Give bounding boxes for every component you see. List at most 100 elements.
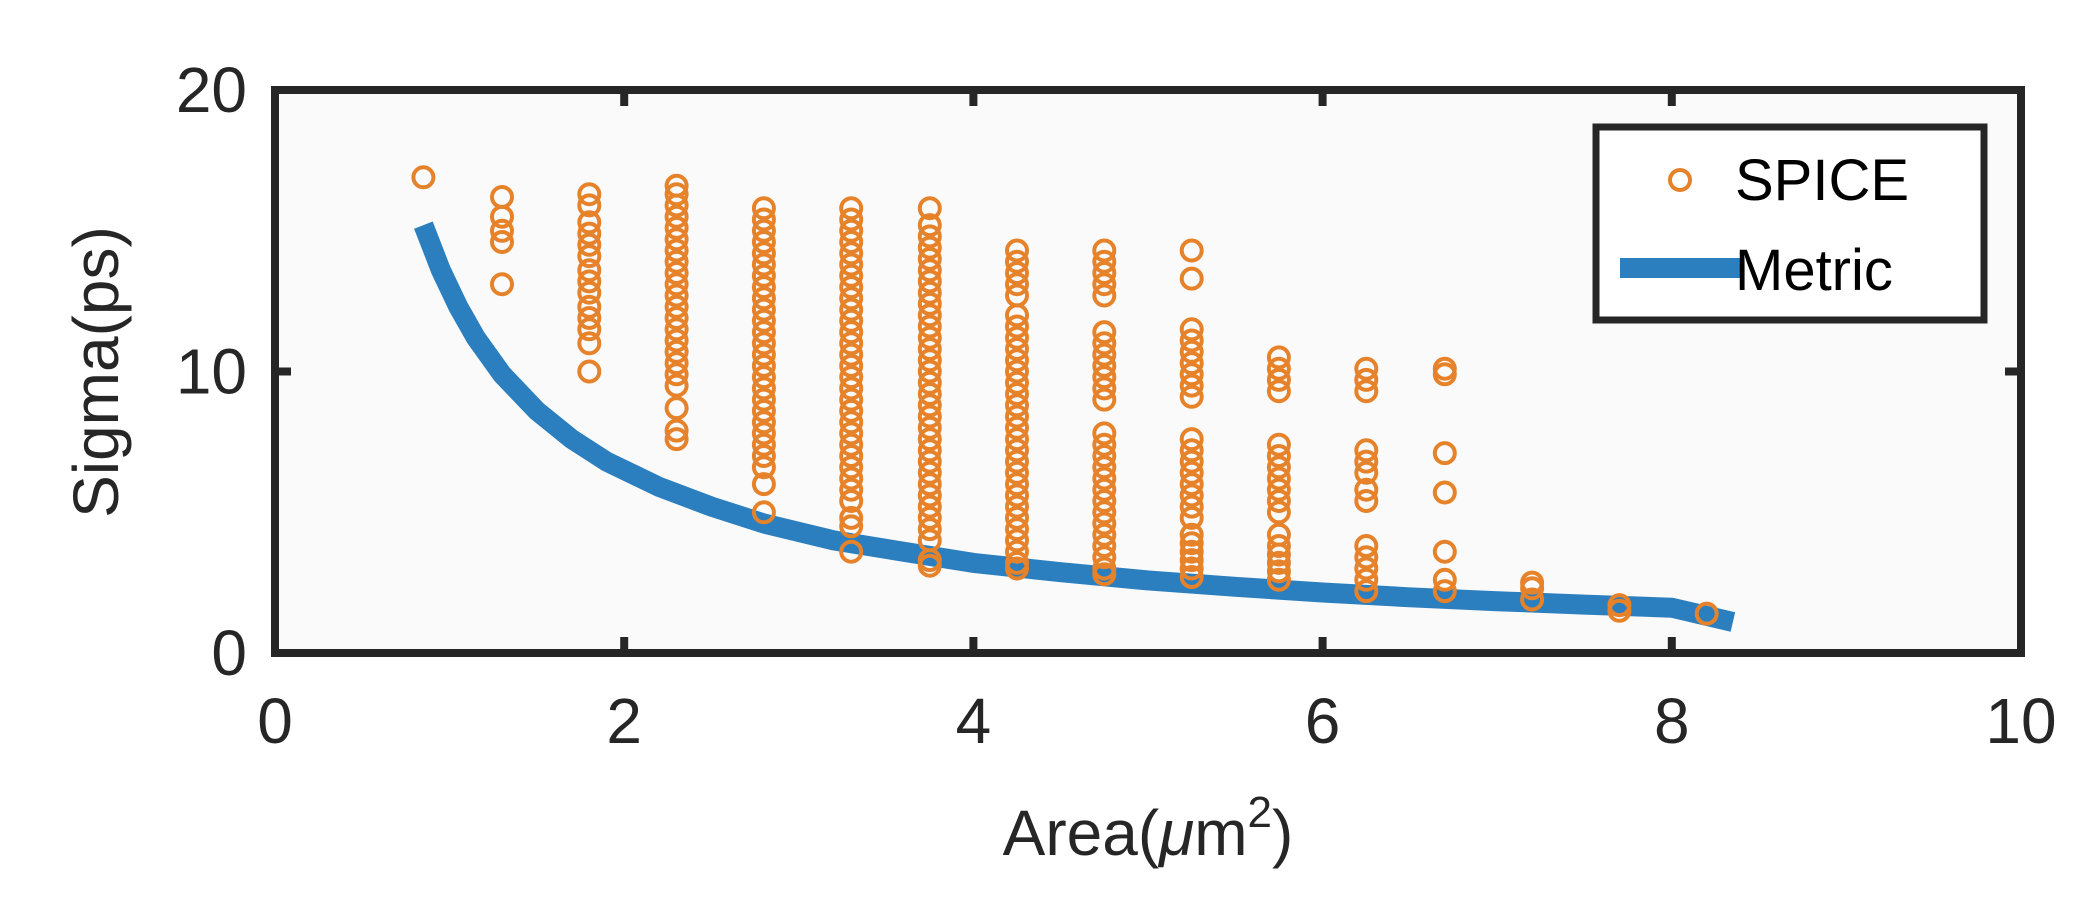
spice-point: [1354, 449, 1379, 474]
x-tick-label: 10: [1985, 685, 2056, 757]
spice-point: [751, 353, 776, 378]
spice-point: [1179, 266, 1204, 291]
spice-point: [1179, 472, 1204, 497]
spice-point: [917, 213, 942, 238]
spice-point: [917, 280, 942, 305]
spice-point: [664, 227, 689, 252]
spice-point: [577, 232, 602, 257]
spice-point: [917, 483, 942, 508]
spice-point: [1092, 353, 1117, 378]
spice-point: [1354, 477, 1379, 502]
spice-point: [1179, 328, 1204, 353]
spice-point: [1354, 579, 1379, 604]
legend-spice-label: SPICE: [1735, 148, 1909, 213]
spice-point: [839, 207, 864, 232]
spice-point: [1266, 534, 1291, 558]
spice-point: [1005, 415, 1029, 440]
spice-point: [1266, 444, 1291, 468]
spice-point: [1266, 567, 1291, 592]
spice-point: [1092, 489, 1117, 513]
spice-point: [839, 444, 864, 468]
spice-point: [1179, 522, 1204, 547]
spice-point: [751, 320, 776, 345]
spice-point: [1266, 455, 1291, 480]
spice-point: [1179, 351, 1204, 376]
spice-point: [1092, 342, 1117, 367]
x-axis-label-mu: μ: [1157, 797, 1194, 869]
spice-point: [577, 294, 602, 319]
spice-point: [664, 328, 689, 353]
spice-point: [751, 196, 776, 221]
spice-point: [664, 238, 689, 263]
spice-point: [1520, 587, 1545, 612]
spice-point: [490, 218, 514, 243]
spice-point: [1179, 556, 1204, 581]
spice-point: [411, 165, 436, 190]
spice-point: [1179, 460, 1204, 485]
y-tick-label: 0: [211, 617, 247, 689]
spice-point: [917, 438, 942, 463]
spice-point: [664, 339, 689, 364]
spice-point: [1005, 472, 1029, 497]
spice-point: [664, 182, 689, 207]
spice-point: [664, 261, 689, 285]
spice-point: [751, 263, 776, 288]
spice-point: [751, 387, 776, 412]
spice-point: [1432, 539, 1457, 564]
spice-point: [664, 215, 689, 240]
spice-point: [917, 258, 942, 283]
spice-point: [1266, 542, 1291, 567]
spice-point: [664, 351, 689, 376]
spice-point: [1432, 441, 1457, 466]
spice-point: [751, 275, 776, 300]
spice-point: [917, 314, 942, 339]
spice-point: [1092, 455, 1117, 480]
spice-point: [577, 359, 602, 384]
spice-point: [917, 415, 942, 440]
spice-markers-layer: [411, 165, 1719, 626]
spice-point: [839, 432, 864, 457]
spice-point: [577, 244, 602, 269]
x-axis-label-main: Area(: [1003, 797, 1160, 869]
spice-point: [664, 362, 689, 387]
spice-point: [1179, 531, 1204, 556]
spice-point: [1005, 517, 1029, 542]
spice-point: [751, 421, 776, 446]
spice-point: [1354, 567, 1379, 592]
spice-point: [664, 204, 689, 229]
spice-point: [917, 246, 942, 271]
spice-point: [751, 398, 776, 423]
spice-point: [839, 505, 864, 530]
spice-point: [577, 182, 602, 207]
spice-point: [839, 421, 864, 446]
spice-point: [917, 460, 942, 485]
spice-point: [751, 308, 776, 333]
spice-point: [1005, 449, 1029, 474]
spice-point: [1092, 500, 1117, 525]
spice-point: [577, 210, 602, 235]
spice-point: [839, 376, 864, 401]
legend-spice-marker: [1668, 168, 1692, 192]
spice-point: [1179, 362, 1204, 387]
spice-point: [1354, 545, 1379, 570]
spice-point: [1354, 534, 1379, 558]
x-axis-label: Area(μm2): [1003, 788, 1294, 869]
spice-point: [1092, 432, 1117, 457]
spice-point: [917, 404, 942, 429]
spice-point: [1092, 545, 1117, 570]
spice-point: [1266, 379, 1291, 404]
spice-point: [917, 269, 942, 294]
spice-point: [917, 472, 942, 497]
spice-point: [917, 325, 942, 350]
spice-point: [1266, 500, 1291, 525]
spice-point: [1005, 303, 1029, 328]
spice-point: [839, 297, 864, 322]
spice-point: [839, 263, 864, 288]
spice-point: [917, 427, 942, 452]
y-tick-label: 20: [176, 54, 247, 126]
spice-point: [1354, 379, 1379, 404]
spice-point: [1005, 505, 1029, 530]
ticks-layer: 0 2 4 6 8 10 0 10 20: [176, 54, 2057, 757]
spice-point: [577, 331, 602, 356]
spice-point: [1354, 438, 1379, 463]
